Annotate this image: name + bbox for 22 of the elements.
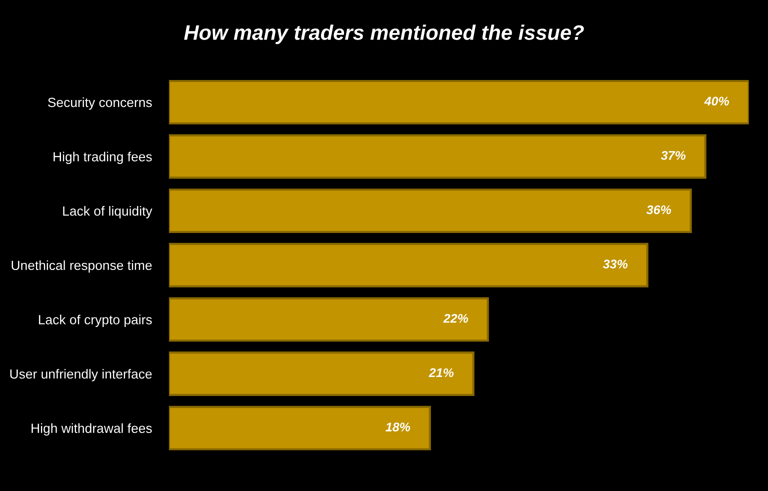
data-label: 18%	[386, 422, 410, 432]
bar	[168, 406, 431, 450]
y-tick-label: High withdrawal fees	[32, 423, 152, 436]
data-label: 36%	[646, 205, 672, 214]
data-label: 37%	[660, 151, 686, 160]
bar	[168, 242, 648, 288]
data-label: 21%	[428, 368, 454, 378]
y-tick-label: Lack of liquidity	[63, 206, 152, 218]
bar	[168, 188, 692, 234]
bar	[168, 297, 489, 342]
bar	[168, 134, 706, 179]
data-label: 40%	[704, 96, 730, 106]
y-tick-label: Lack of crypto pairs	[38, 314, 152, 327]
bar	[168, 352, 474, 396]
y-tick-label: Security concerns	[48, 97, 152, 110]
bar	[168, 80, 749, 124]
data-label: 33%	[602, 260, 628, 268]
y-tick-label: User unfriendly interface	[10, 368, 152, 382]
y-tick-label: High trading fees	[54, 152, 152, 164]
data-label: 22%	[443, 314, 468, 323]
chart-title: How many traders mentioned the issue?	[184, 24, 584, 44]
y-tick-label: Unethical response time	[12, 260, 152, 273]
